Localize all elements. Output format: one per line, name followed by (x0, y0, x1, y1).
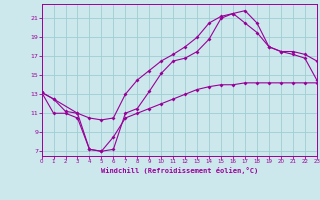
X-axis label: Windchill (Refroidissement éolien,°C): Windchill (Refroidissement éolien,°C) (100, 167, 258, 174)
